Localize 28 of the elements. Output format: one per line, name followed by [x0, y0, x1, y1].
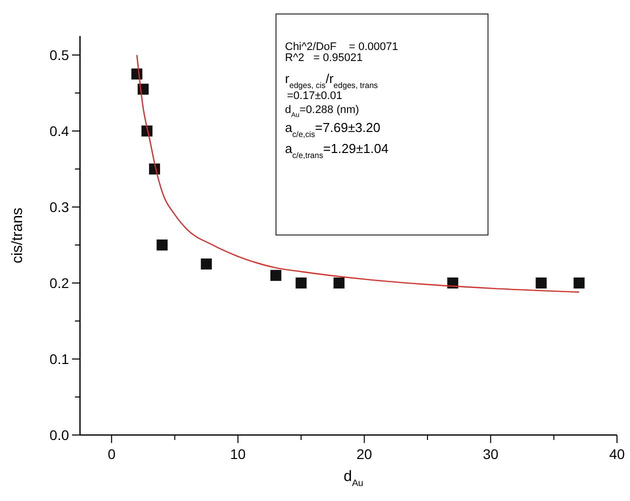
x-tick-label: 0 — [108, 446, 116, 462]
line-series — [136, 54, 580, 293]
y-tick-label: 0.2 — [50, 274, 70, 291]
annotation: r$_{edges, cis}$/r$_{edges, trans}$ — [285, 71, 378, 90]
annotation: R^2 = 0.95021 — [285, 52, 363, 64]
annotation: a$_{c/e,trans}$=1.29±1.04 — [285, 141, 388, 160]
y-tick-label: 0.3 — [50, 198, 70, 215]
x-tick-label: 20 — [356, 446, 372, 462]
point — [270, 270, 282, 281]
point — [156, 240, 168, 250]
x-axis-title: d$_{Au}$ — [344, 468, 364, 488]
x-tick-label: 30 — [482, 446, 499, 462]
y-tick-label: 0.0 — [50, 426, 70, 443]
x-tick-label: 40 — [609, 446, 625, 462]
point — [574, 278, 585, 288]
annotation: a$_{c/e,cis}$=7.69±3.20 — [285, 120, 380, 138]
point — [200, 258, 212, 270]
y-tick-label: 0.4 — [50, 122, 70, 139]
y-tick-label: 0.1 — [50, 350, 70, 367]
annotation: Chi^2/DoF = 0.00071 — [285, 41, 398, 53]
annotation: =0.17±0.01 — [287, 90, 342, 102]
x-tick-label: 10 — [230, 446, 246, 462]
point — [296, 278, 307, 288]
y-axis-title: cis/trans — [9, 208, 26, 264]
point — [536, 278, 547, 288]
point — [334, 278, 345, 288]
y-tick-label: 0.5 — [50, 46, 70, 63]
annotation: d$_{Au}$=0.288 (nm) — [285, 104, 360, 118]
